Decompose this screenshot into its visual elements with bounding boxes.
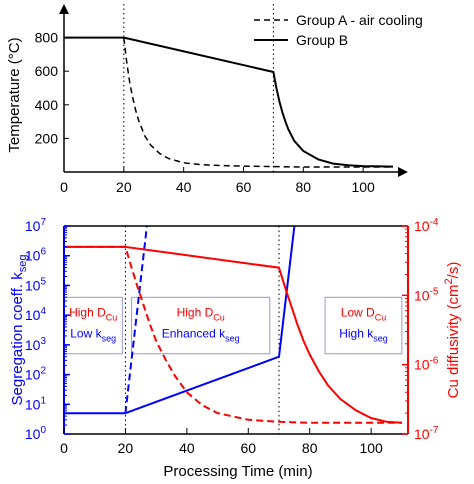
tick-base: 10 (25, 277, 41, 293)
temperature-y-tick-label: 800 (35, 30, 59, 46)
kseg-tick-label: 103 (25, 336, 47, 353)
temperature-panel: 200 400 600 800 0 20 40 60 80 100 Group A - air c… (6, 4, 423, 195)
tick-exponent: 4 (40, 306, 46, 317)
tick-exponent: -4 (430, 217, 439, 228)
annotation-diffusivity-label: Low DCu (341, 305, 387, 322)
tick-exponent: 1 (40, 395, 46, 406)
annotation-box (63, 296, 123, 355)
tick-exponent: -6 (430, 356, 439, 367)
annotation-text-main: Low D (341, 305, 375, 319)
kseg-tick-label: 104 (25, 306, 47, 323)
segregation-axis-label: Segregation coeff. kseg (9, 255, 29, 406)
tick-base: 10 (414, 426, 430, 442)
annotation-text-main: High k (339, 326, 374, 340)
time-tick-label: 60 (240, 440, 256, 456)
annotation-text-sub: Cu (375, 312, 387, 322)
annotation-text-main: Enhanced k (162, 326, 226, 340)
tick-base: 10 (414, 218, 430, 234)
tick-exponent: 3 (40, 336, 46, 347)
temperature-x-tick-label: 100 (351, 179, 375, 195)
annotation-text-sub: Cu (213, 312, 225, 322)
tick-base: 10 (25, 307, 41, 323)
tick-base: 10 (414, 287, 430, 303)
temperature-y-tick-label: 600 (35, 63, 59, 79)
kseg-tick-label: 107 (25, 217, 47, 234)
annotation-text-sub: seg (102, 333, 117, 343)
tick-base: 10 (25, 426, 41, 442)
annotation-kseg-label: High kseg (339, 326, 388, 343)
tick-base: 10 (25, 367, 41, 383)
temperature-x-tick-label: 60 (236, 179, 252, 195)
tick-exponent: -7 (430, 425, 439, 436)
tick-base: 10 (25, 248, 41, 264)
tick-base: 10 (25, 337, 41, 353)
tick-exponent: -5 (430, 286, 439, 297)
temperature-series-line (64, 36, 393, 168)
diffusivity-tick-label: 10-6 (414, 356, 439, 373)
diffusivity-series-line (64, 245, 402, 424)
y-axis-arrow (59, 4, 69, 14)
temperature-x-tick-label: 80 (296, 179, 312, 195)
temperature-y-tick-label: 400 (35, 97, 59, 113)
kseg-tick-label: 102 (25, 366, 47, 383)
tick-exponent: 7 (40, 217, 46, 228)
annotation-text-main: Low k (70, 326, 102, 340)
diffusivity-tick-label: 10-7 (414, 425, 439, 442)
kseg-tick-label: 101 (25, 395, 47, 412)
annotation-box (324, 296, 403, 355)
kseg-tick-label: 106 (25, 247, 47, 264)
temperature-axis-label: Temperature (°C) (6, 37, 23, 152)
time-tick-label: 40 (179, 440, 195, 456)
temperature-x-tick-label: 0 (60, 179, 68, 195)
annotation-kseg-label: Enhanced kseg (162, 326, 240, 343)
tick-base: 10 (25, 396, 41, 412)
temperature-legend: Group A - air cooling Group B (254, 12, 423, 48)
temperature-series-line (64, 36, 394, 168)
kseg-tick-label: 100 (25, 425, 47, 442)
x-axis-arrow (398, 167, 408, 177)
kseg-tick-label: 105 (25, 276, 47, 293)
temperature-x-tick-label: 40 (176, 179, 192, 195)
diffusivity-axis-label: Cu diffusivity (cm2/s) (443, 262, 462, 399)
annotation-kseg-label: Low kseg (70, 326, 116, 343)
tick-base: 10 (25, 218, 41, 234)
tick-exponent: 2 (40, 366, 46, 377)
time-tick-label: 100 (359, 440, 383, 456)
annotation-text-sub: seg (373, 333, 388, 343)
tick-exponent: 6 (40, 247, 46, 258)
annotation-diffusivity-label: High DCu (69, 305, 117, 322)
time-tick-label: 80 (302, 440, 318, 456)
time-tick-label: 0 (60, 440, 68, 456)
annotation-text-main: High D (69, 305, 106, 319)
legend-label-group-b: Group B (296, 32, 348, 48)
tick-exponent: 0 (40, 425, 46, 436)
diffusivity-tick-label: 10-4 (414, 217, 439, 234)
temperature-plot-area: 200 400 600 800 0 20 40 60 80 100 (35, 4, 408, 195)
time-tick-label: 20 (118, 440, 134, 456)
annotation-text-sub: Cu (106, 312, 118, 322)
annotation-text-sub: seg (225, 333, 240, 343)
temperature-y-tick-label: 200 (35, 130, 59, 146)
time-axis-label: Processing Time (min) (163, 463, 312, 480)
kseg-series-line (124, 226, 148, 414)
annotation-text-main: High D (177, 305, 214, 319)
annotation-diffusivity-label: High DCu (177, 305, 225, 322)
tick-base: 10 (414, 357, 430, 373)
temperature-x-tick-label: 20 (116, 179, 132, 195)
tick-exponent: 5 (40, 276, 46, 287)
legend-label-group-a: Group A - air cooling (296, 12, 423, 28)
diffusivity-tick-label: 10-5 (414, 286, 439, 303)
diffusivity-series-line (64, 245, 402, 424)
annotation-box (131, 296, 271, 355)
